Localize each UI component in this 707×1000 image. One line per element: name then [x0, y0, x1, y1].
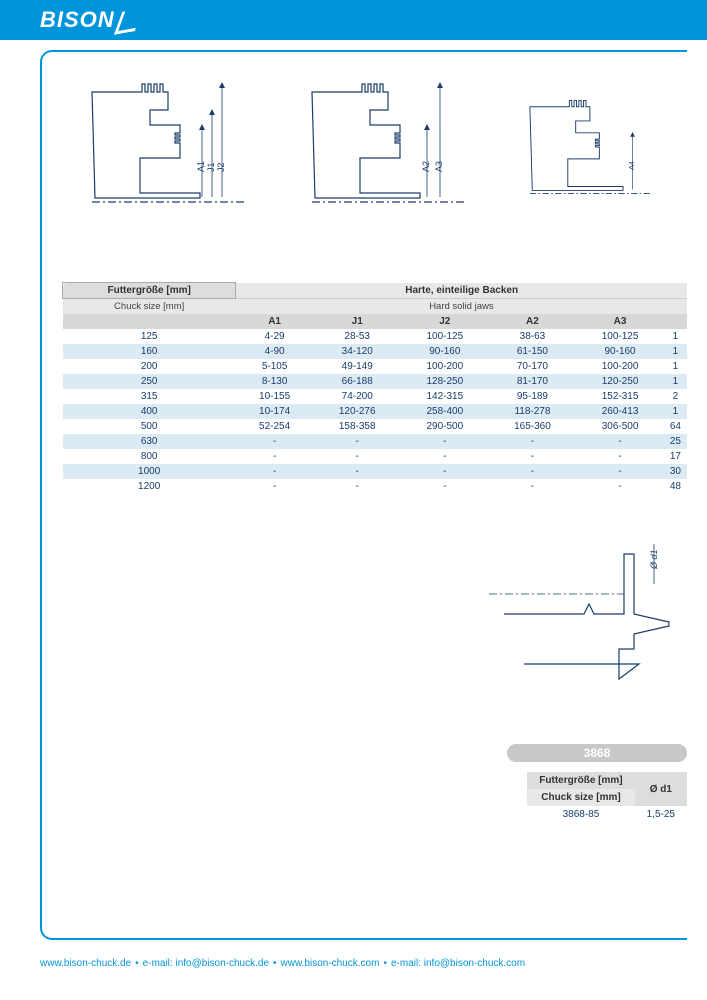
table-row: 1604-9034-12090-16061-15090-1601	[63, 344, 688, 359]
small-spec-table: Futtergröße [mm] Ø d1 Chuck size [mm] 38…	[527, 772, 687, 823]
col-a1: A1	[236, 314, 314, 329]
th-group-en: Hard solid jaws	[236, 299, 687, 315]
diagram-d1: Ø d1	[489, 534, 687, 734]
top-diagrams: A1 J1 J2 A2 A3 A4	[82, 72, 687, 252]
footer-link[interactable]: www.bison-chuck.com	[281, 958, 380, 969]
page-frame: A1 J1 J2 A2 A3 A4	[40, 50, 687, 940]
col-a3: A3	[576, 314, 664, 329]
table-row: 40010-174120-276258-400118-278260-4131	[63, 404, 688, 419]
svg-text:A4: A4	[628, 161, 636, 170]
svg-text:A3: A3	[434, 161, 444, 172]
spec-table: Futtergröße [mm] Harte, einteilige Backe…	[62, 282, 687, 494]
svg-text:J2: J2	[216, 162, 226, 172]
table-row: 800-----17	[63, 449, 688, 464]
table-row: 31510-15574-200142-31595-189152-3152	[63, 389, 688, 404]
svg-text:A1: A1	[196, 161, 206, 172]
st-h1-de: Futtergröße [mm]	[527, 772, 634, 789]
diagram-3: A4	[522, 72, 672, 252]
diagram-2: A2 A3	[302, 72, 492, 252]
svg-text:A2: A2	[421, 161, 431, 172]
svg-text:Ø d1: Ø d1	[649, 549, 659, 570]
st-h2: Ø d1	[635, 772, 687, 806]
lower-diagram-area: Ø d1	[62, 534, 687, 734]
col-a2: A2	[489, 314, 577, 329]
diagram-1: A1 J1 J2	[82, 72, 272, 252]
brand-logo: BISON	[40, 7, 139, 33]
table-row: 3868-85 1,5-25	[527, 806, 687, 823]
footer-link[interactable]: info@bison-chuck.com	[424, 958, 525, 969]
table-row: 1254-2928-53100-12538-63100-1251	[63, 329, 688, 344]
th-group-de: Harte, einteilige Backen	[236, 283, 687, 299]
svg-text:J1: J1	[206, 162, 216, 172]
product-pill: 3868	[507, 744, 687, 762]
st-h1-en: Chuck size [mm]	[527, 789, 634, 806]
th-size-de: Futtergröße [mm]	[63, 283, 236, 299]
header-bar: BISON	[0, 0, 707, 40]
table-row: 2508-13066-188128-25081-170120-2501	[63, 374, 688, 389]
page-footer: www.bison-chuck.de•e-mail: info@bison-ch…	[0, 950, 707, 989]
table-row: 1000-----30	[63, 464, 688, 479]
table-row: 50052-254158-358290-500165-360306-50064	[63, 419, 688, 434]
table-row: 2005-10549-149100-20070-170100-2001	[63, 359, 688, 374]
cell: 3868-85	[527, 806, 634, 823]
table-row: 1200-----48	[63, 479, 688, 494]
footer-link[interactable]: info@bison-chuck.de	[175, 958, 269, 969]
table-row: 630-----25	[63, 434, 688, 449]
th-size-en: Chuck size [mm]	[63, 299, 236, 315]
cell: 1,5-25	[635, 806, 687, 823]
footer-link[interactable]: www.bison-chuck.de	[40, 958, 131, 969]
col-j2: J2	[401, 314, 489, 329]
col-j1: J1	[313, 314, 401, 329]
